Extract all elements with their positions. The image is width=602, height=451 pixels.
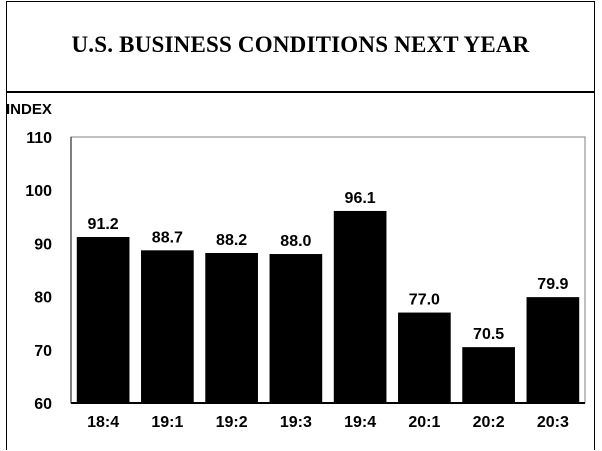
x-tick-label: 20:2 <box>473 414 505 431</box>
x-tick-label: 19:2 <box>216 414 248 431</box>
x-tick-label: 20:3 <box>537 414 569 431</box>
bar <box>269 254 323 403</box>
y-tick-label: 70 <box>34 343 52 360</box>
y-tick-label: 80 <box>34 290 52 307</box>
x-tick-label: 19:1 <box>151 414 183 431</box>
y-tick-label: 110 <box>26 130 52 147</box>
y-tick-label: 100 <box>25 183 52 200</box>
y-tick-label: 90 <box>34 236 52 253</box>
bar-value-label: 96.1 <box>345 190 376 207</box>
bar-value-label: 79.9 <box>537 276 568 293</box>
bar-value-label: 88.2 <box>216 232 247 249</box>
bar <box>141 250 194 403</box>
bar-value-label: 91.2 <box>88 216 119 233</box>
y-tick-label: 60 <box>34 396 52 413</box>
bar <box>76 237 130 403</box>
bar <box>398 312 451 403</box>
chart-title: U.S. BUSINESS CONDITIONS NEXT YEAR <box>71 31 530 57</box>
bar-value-label: 88.0 <box>280 233 311 250</box>
x-tick-label: 18:4 <box>87 414 119 431</box>
x-tick-label: 20:1 <box>408 414 440 431</box>
bar-value-label: 77.0 <box>409 292 440 309</box>
x-tick-label: 19:3 <box>280 414 312 431</box>
bar <box>205 252 258 403</box>
bar <box>333 210 387 403</box>
bar <box>462 347 515 403</box>
y-axis-label: INDEX <box>6 101 52 118</box>
title-box: U.S. BUSINESS CONDITIONS NEXT YEAR <box>7 2 594 93</box>
chart-frame: U.S. BUSINESS CONDITIONS NEXT YEAR <box>6 1 595 450</box>
x-tick-label: 19:4 <box>344 414 376 431</box>
bar <box>526 297 580 403</box>
bar-value-label: 70.5 <box>473 326 504 343</box>
bar-value-label: 88.7 <box>152 229 183 246</box>
